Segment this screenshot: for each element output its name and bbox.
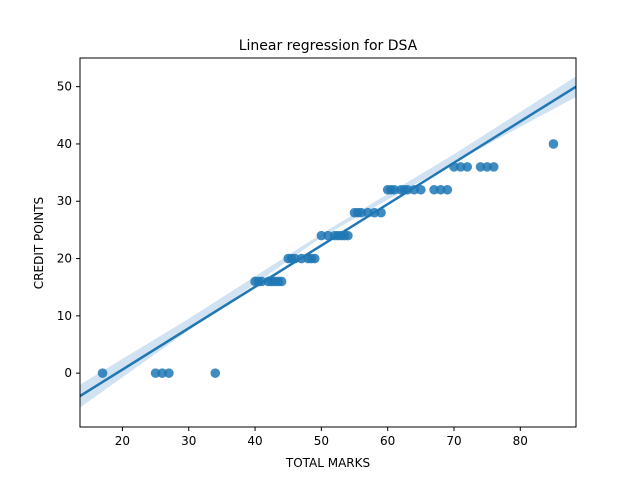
data-point: [356, 207, 366, 218]
x-axis-ticks: 20 30 40 50 60 70 80: [115, 427, 528, 448]
y-tick-label: 40: [57, 137, 72, 151]
data-point: [309, 253, 320, 264]
plot-area: [79, 76, 577, 408]
x-tick-label: 50: [314, 434, 329, 448]
x-tick-label: 40: [247, 434, 262, 448]
data-point: [97, 368, 108, 378]
y-tick-label: 30: [57, 194, 72, 208]
data-point: [475, 162, 486, 172]
data-point: [389, 184, 400, 195]
data-point: [343, 230, 353, 241]
data-point: [210, 368, 221, 378]
y-axis-label: CREDIT POINTS: [32, 197, 46, 289]
data-point: [442, 184, 453, 195]
y-tick-label: 0: [64, 366, 72, 380]
x-axis-label: TOTAL MARKS: [285, 456, 370, 470]
confidence-band: [80, 76, 576, 408]
data-point: [157, 368, 168, 378]
data-point: [429, 184, 439, 195]
plot-frame: [79, 57, 577, 428]
chart-title: Linear regression for DSA: [239, 38, 418, 54]
data-point: [416, 184, 426, 195]
confidence-band-area: [80, 76, 576, 408]
y-tick-label: 10: [57, 309, 72, 323]
data-point: [455, 162, 466, 172]
x-tick-label: 20: [115, 434, 130, 448]
data-point: [323, 230, 333, 241]
data-point: [164, 368, 174, 378]
data-point: [462, 162, 473, 172]
data-point: [316, 230, 327, 241]
data-point: [435, 184, 446, 195]
x-tick-label: 30: [181, 434, 196, 448]
x-tick-label: 80: [513, 434, 528, 448]
y-tick-label: 50: [57, 80, 72, 94]
regression-line: [79, 85, 577, 398]
data-point: [482, 162, 492, 172]
y-tick-label: 20: [57, 252, 72, 266]
y-axis-ticks: 0 10 20 30 40 50: [57, 80, 80, 380]
data-point: [488, 162, 499, 172]
x-tick-label: 60: [380, 434, 395, 448]
data-point: [276, 276, 287, 287]
x-tick-label: 70: [446, 434, 461, 448]
regression-line-path: [79, 85, 577, 398]
data-point: [548, 139, 559, 149]
data-point: [150, 368, 161, 378]
